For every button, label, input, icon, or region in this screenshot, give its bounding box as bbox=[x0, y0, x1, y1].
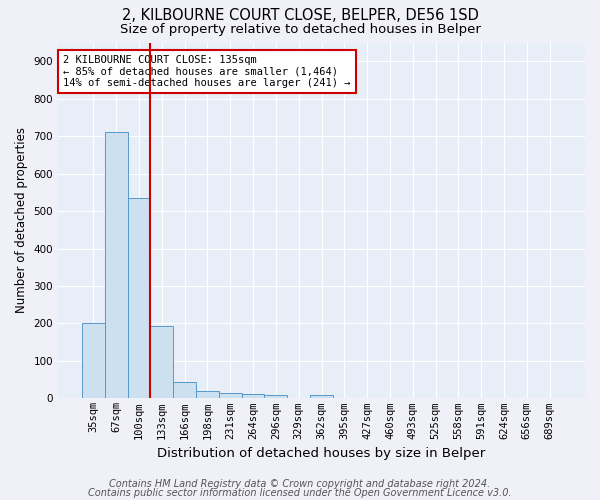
Text: 2 KILBOURNE COURT CLOSE: 135sqm
← 85% of detached houses are smaller (1,464)
14%: 2 KILBOURNE COURT CLOSE: 135sqm ← 85% of… bbox=[64, 55, 351, 88]
Text: Contains public sector information licensed under the Open Government Licence v3: Contains public sector information licen… bbox=[88, 488, 512, 498]
Bar bbox=[151, 326, 173, 398]
Bar bbox=[105, 132, 128, 398]
Text: 2, KILBOURNE COURT CLOSE, BELPER, DE56 1SD: 2, KILBOURNE COURT CLOSE, BELPER, DE56 1… bbox=[122, 8, 478, 22]
Y-axis label: Number of detached properties: Number of detached properties bbox=[15, 128, 28, 314]
Bar bbox=[82, 324, 105, 398]
Text: Contains HM Land Registry data © Crown copyright and database right 2024.: Contains HM Land Registry data © Crown c… bbox=[109, 479, 491, 489]
Bar bbox=[196, 391, 219, 398]
Bar bbox=[128, 198, 151, 398]
Bar bbox=[242, 394, 265, 398]
Bar bbox=[310, 396, 333, 398]
Bar bbox=[219, 393, 242, 398]
Bar bbox=[173, 382, 196, 398]
Text: Size of property relative to detached houses in Belper: Size of property relative to detached ho… bbox=[119, 22, 481, 36]
Bar bbox=[265, 395, 287, 398]
X-axis label: Distribution of detached houses by size in Belper: Distribution of detached houses by size … bbox=[157, 447, 485, 460]
